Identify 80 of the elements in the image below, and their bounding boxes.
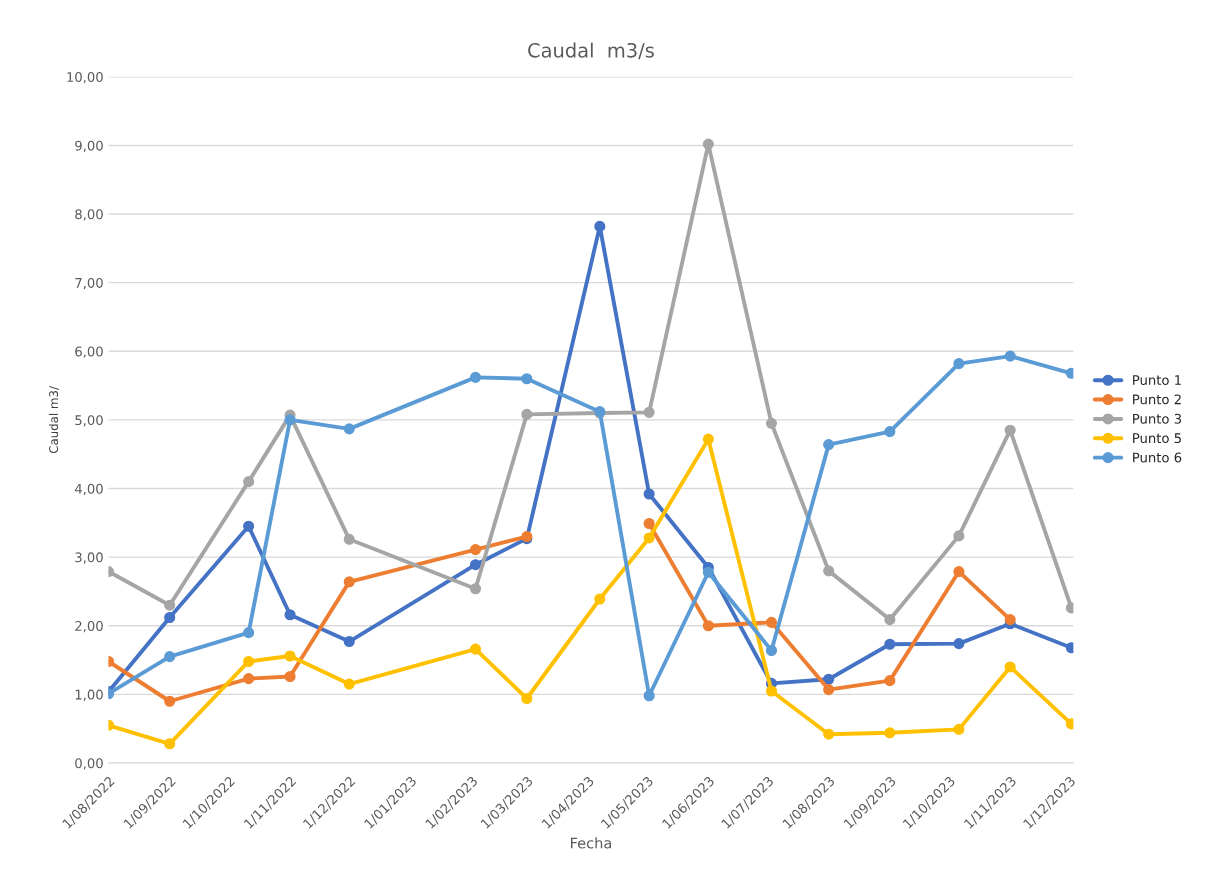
point — [243, 520, 255, 532]
point — [643, 488, 655, 500]
y-tick-label: 7,00 — [75, 277, 103, 290]
legend-label: Punto 6 — [1133, 452, 1182, 463]
point — [469, 559, 482, 571]
y-tick-label: 2,00 — [75, 620, 103, 633]
point — [1004, 424, 1016, 436]
point — [164, 738, 176, 750]
point — [884, 614, 896, 626]
point — [765, 644, 778, 657]
y-tick-label: 3,00 — [75, 552, 103, 564]
y-tick-label: 1,00 — [75, 689, 103, 701]
point — [164, 611, 176, 624]
point — [953, 638, 965, 650]
point — [1004, 614, 1016, 626]
point — [284, 670, 296, 683]
point — [884, 426, 896, 438]
y-tick-label: 6,00 — [75, 346, 103, 358]
point — [823, 565, 835, 577]
point — [643, 532, 655, 544]
point — [343, 533, 355, 545]
y-tick-label: 9,00 — [75, 140, 103, 152]
point — [243, 476, 255, 488]
point — [243, 673, 255, 685]
point — [702, 433, 714, 445]
y-tick-label: 5,00 — [75, 415, 103, 427]
point — [243, 655, 255, 668]
point — [953, 358, 965, 370]
x-axis-title: Fecha — [570, 837, 611, 849]
point — [284, 414, 296, 426]
point — [702, 566, 714, 578]
point — [643, 690, 655, 702]
legend-label: Punto 2 — [1133, 394, 1181, 405]
point — [164, 599, 176, 611]
point — [469, 371, 482, 383]
point — [953, 530, 965, 542]
point — [823, 684, 835, 696]
point — [953, 566, 965, 578]
point — [884, 675, 896, 687]
point — [164, 651, 176, 663]
point — [469, 544, 482, 556]
point — [765, 616, 778, 628]
point — [521, 408, 533, 420]
point — [594, 593, 606, 605]
point — [1004, 350, 1016, 362]
y-tick-label: 4,00 — [74, 483, 103, 496]
point — [765, 417, 778, 429]
point — [1004, 661, 1016, 673]
point — [343, 423, 355, 435]
point — [521, 692, 533, 705]
point — [702, 620, 714, 632]
point — [765, 685, 778, 697]
legend-label: Punto 5 — [1133, 433, 1181, 444]
point — [284, 609, 296, 621]
point — [284, 650, 296, 662]
y-tick-label: 0,00 — [75, 758, 103, 770]
point — [594, 220, 606, 232]
point — [823, 728, 835, 740]
point — [469, 643, 482, 655]
point — [702, 138, 714, 150]
y-axis-title: Caudal m3/ — [48, 386, 59, 454]
legend-label: Punto 1 — [1133, 375, 1181, 386]
point — [469, 583, 482, 595]
point — [823, 439, 835, 451]
point — [823, 673, 835, 685]
point — [343, 678, 355, 690]
point — [521, 373, 533, 385]
point — [643, 517, 655, 530]
point — [243, 627, 255, 639]
point — [953, 723, 965, 735]
chart-title: Caudal m3/s — [528, 42, 654, 60]
point — [164, 695, 176, 707]
y-tick-label: 8,00 — [75, 209, 103, 221]
point — [343, 635, 355, 648]
point — [884, 727, 896, 739]
legend-label: Punto 3 — [1133, 413, 1182, 424]
y-tick-label: 10,00 — [67, 72, 103, 84]
point — [884, 638, 896, 650]
point — [343, 576, 355, 588]
point — [643, 406, 655, 418]
